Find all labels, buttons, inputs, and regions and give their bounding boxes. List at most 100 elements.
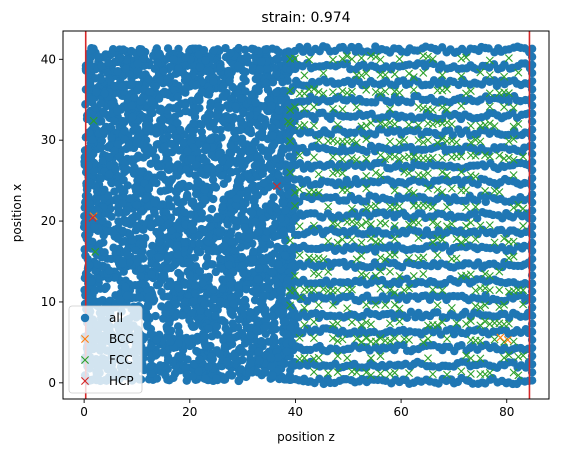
point-fcc — [376, 284, 385, 293]
point-fcc — [490, 186, 499, 195]
point-fcc — [466, 270, 475, 279]
point-all — [181, 100, 190, 110]
point-all — [268, 224, 277, 234]
point-all — [164, 292, 173, 301]
point-all — [251, 217, 260, 226]
point-all — [122, 55, 131, 65]
point-all — [258, 102, 267, 111]
plot-frame — [62, 30, 550, 400]
point-all — [194, 239, 204, 248]
point-all — [96, 142, 106, 151]
point-fcc — [481, 317, 490, 326]
point-all — [272, 69, 281, 79]
point-fcc — [290, 54, 299, 63]
point-fcc — [300, 303, 309, 312]
point-all — [199, 45, 209, 55]
point-all — [105, 266, 114, 276]
point-all — [270, 318, 279, 328]
point-all — [159, 66, 168, 76]
point-fcc — [362, 334, 371, 343]
point-fcc — [409, 85, 418, 94]
point-all — [149, 198, 159, 207]
point-fcc — [371, 300, 380, 309]
point-fcc — [495, 151, 504, 160]
point-all — [89, 167, 99, 176]
point-fcc — [443, 118, 452, 127]
point-all — [239, 107, 248, 117]
point-all — [165, 337, 175, 347]
point-fcc — [376, 267, 385, 276]
point-all — [191, 280, 200, 290]
point-all — [138, 54, 148, 63]
point-fcc — [386, 319, 394, 328]
point-fcc — [284, 117, 293, 126]
point-all — [151, 153, 161, 162]
point-fcc — [495, 188, 504, 197]
point-fcc — [438, 71, 447, 80]
point-all — [109, 243, 118, 252]
point-fcc — [395, 317, 404, 326]
point-all — [133, 257, 142, 267]
point-fcc — [428, 203, 437, 212]
point-fcc — [466, 138, 475, 147]
point-fcc — [433, 118, 442, 127]
point-all — [209, 194, 218, 204]
point-all — [174, 64, 183, 73]
point-all — [204, 362, 213, 371]
point-fcc — [328, 88, 337, 97]
point-fcc — [447, 136, 456, 145]
point-all — [255, 356, 264, 365]
point-fcc — [328, 301, 337, 309]
point-all — [275, 244, 284, 253]
point-all — [226, 307, 235, 317]
point-all — [255, 65, 265, 74]
point-fcc — [333, 238, 342, 247]
point-fcc — [371, 88, 380, 97]
point-fcc — [466, 171, 475, 180]
point-all — [97, 61, 106, 71]
point-fcc — [500, 103, 509, 112]
point-all — [217, 156, 227, 166]
point-all — [185, 315, 194, 325]
point-all — [269, 140, 279, 149]
point-fcc — [509, 287, 518, 295]
point-all — [225, 158, 234, 168]
point-all — [245, 154, 254, 163]
point-all — [197, 87, 206, 97]
point-fcc — [305, 253, 314, 262]
point-fcc — [366, 118, 375, 127]
point-fcc — [366, 220, 375, 229]
point-fcc — [509, 237, 518, 246]
point-all — [103, 191, 113, 200]
point-all — [226, 141, 235, 150]
point-fcc — [457, 168, 466, 177]
point-all — [184, 181, 194, 191]
point-all — [121, 165, 130, 174]
point-fcc — [428, 238, 437, 247]
point-fcc — [462, 271, 471, 280]
point-all — [268, 371, 277, 380]
point-fcc — [352, 138, 361, 147]
point-fcc — [390, 234, 399, 243]
point-all — [113, 140, 123, 149]
point-all — [263, 85, 273, 94]
point-fcc — [343, 186, 352, 195]
point-fcc — [519, 300, 528, 309]
point-fcc — [438, 135, 447, 144]
point-all — [84, 161, 93, 170]
point-all — [172, 207, 181, 216]
point-all — [279, 86, 288, 95]
point-all — [183, 146, 192, 156]
point-all — [156, 361, 165, 370]
point-fcc — [500, 353, 509, 362]
point-all — [144, 292, 154, 302]
point-all — [96, 174, 105, 183]
point-fcc — [333, 368, 342, 377]
point-fcc — [324, 369, 333, 378]
point-all — [88, 95, 97, 104]
point-fcc — [347, 55, 356, 64]
point-fcc — [366, 354, 375, 363]
point-fcc — [362, 300, 371, 309]
point-all — [181, 53, 190, 62]
point-all — [227, 333, 236, 343]
